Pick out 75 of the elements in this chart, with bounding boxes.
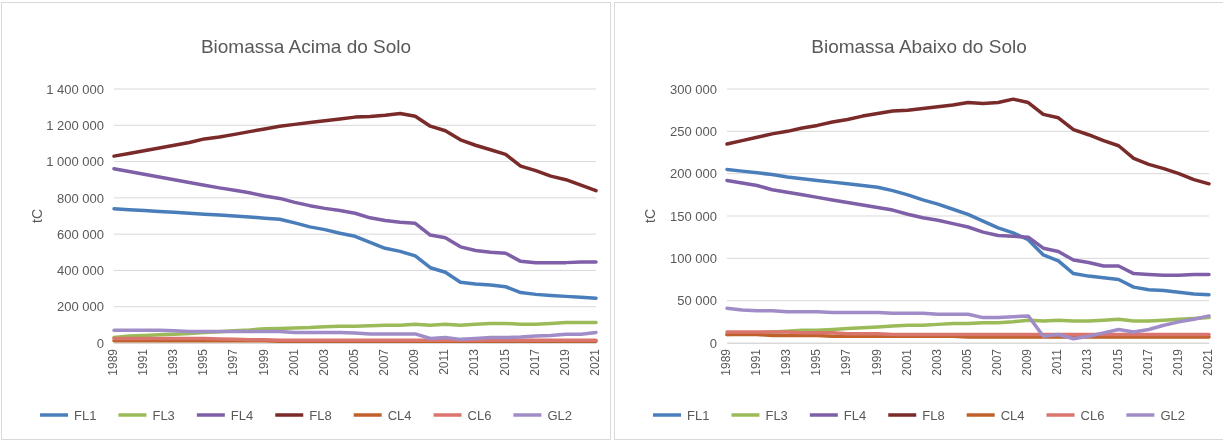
x-tick-label: 2015 bbox=[497, 348, 512, 376]
line-series bbox=[725, 167, 1211, 297]
y-tick-label: 150 000 bbox=[670, 208, 717, 224]
line-series bbox=[112, 167, 598, 265]
y-axis-title: tC bbox=[29, 209, 45, 223]
legend-label: CL6 bbox=[467, 408, 492, 423]
line-series bbox=[725, 97, 1211, 186]
legend-label: FL8 bbox=[922, 408, 945, 423]
x-tick-label: 2001 bbox=[899, 348, 914, 376]
y-tick-label: 400 000 bbox=[57, 263, 104, 279]
x-tick-label: 2013 bbox=[467, 348, 482, 376]
legend-label: FL3 bbox=[152, 408, 175, 423]
x-tick-label: 2001 bbox=[286, 348, 301, 376]
y-tick-label: 250 000 bbox=[670, 123, 717, 139]
y-tick-label: 200 000 bbox=[57, 299, 104, 315]
legend-label: FL4 bbox=[843, 408, 867, 423]
y-tick-label: 1 200 000 bbox=[46, 117, 104, 133]
x-tick-label: 2005 bbox=[346, 348, 361, 376]
y-axis-title: tC bbox=[642, 209, 658, 223]
legend-label: CL4 bbox=[387, 408, 412, 423]
y-tick-label: 0 bbox=[709, 335, 717, 351]
y-tick-label: 50 000 bbox=[677, 293, 717, 309]
x-tick-label: 1991 bbox=[136, 348, 151, 376]
line-series bbox=[112, 328, 598, 342]
legend-label: GL2 bbox=[547, 408, 572, 423]
x-tick-label: 2009 bbox=[407, 348, 422, 376]
x-tick-label: 2007 bbox=[377, 348, 392, 376]
x-tick-label: 2021 bbox=[1200, 348, 1215, 376]
legend-label: CL6 bbox=[1080, 408, 1105, 423]
x-tick-label: 2009 bbox=[1020, 348, 1035, 376]
x-tick-label: 1995 bbox=[196, 348, 211, 376]
x-tick-label: 2011 bbox=[437, 348, 452, 375]
chart-title: Biomassa Abaixo do Solo bbox=[811, 36, 1027, 57]
legend-label: FL1 bbox=[687, 408, 710, 423]
x-tick-label: 2005 bbox=[959, 348, 974, 376]
x-tick-label: 2017 bbox=[527, 348, 542, 376]
y-tick-label: 100 000 bbox=[670, 250, 717, 266]
x-tick-label: 1999 bbox=[869, 348, 884, 376]
x-tick-label: 2017 bbox=[1140, 348, 1155, 376]
x-tick-label: 2013 bbox=[1080, 348, 1095, 376]
x-tick-label: 2011 bbox=[1050, 348, 1065, 375]
legend-label: CL4 bbox=[1000, 408, 1025, 423]
x-tick-label: 1989 bbox=[718, 348, 733, 376]
line-series bbox=[725, 306, 1211, 341]
line-series bbox=[112, 206, 598, 300]
x-tick-label: 2015 bbox=[1110, 348, 1125, 376]
legend-label: FL1 bbox=[74, 408, 97, 423]
x-tick-label: 2007 bbox=[990, 348, 1005, 376]
chart-title: Biomassa Acima do Solo bbox=[200, 36, 412, 57]
legend-label: GL2 bbox=[1160, 408, 1185, 423]
x-tick-label: 1989 bbox=[105, 348, 120, 376]
y-tick-label: 1 000 000 bbox=[46, 154, 104, 170]
line-series bbox=[725, 178, 1211, 278]
line-series bbox=[112, 111, 598, 193]
x-tick-label: 2019 bbox=[557, 348, 572, 376]
x-tick-label: 1993 bbox=[166, 348, 181, 376]
legend-label: FL8 bbox=[309, 408, 332, 423]
x-tick-label: 2003 bbox=[929, 348, 944, 376]
x-tick-label: 1995 bbox=[809, 348, 824, 376]
y-tick-label: 1 400 000 bbox=[46, 81, 104, 97]
y-tick-label: 600 000 bbox=[57, 226, 104, 242]
x-tick-label: 2003 bbox=[316, 348, 331, 376]
x-tick-label: 1999 bbox=[256, 348, 271, 376]
x-tick-label: 2019 bbox=[1170, 348, 1185, 376]
x-tick-label: 1991 bbox=[749, 348, 764, 376]
y-tick-label: 300 000 bbox=[670, 81, 717, 97]
legend-label: FL4 bbox=[230, 408, 254, 423]
y-tick-label: 800 000 bbox=[57, 190, 104, 206]
x-tick-label: 1997 bbox=[226, 348, 241, 376]
y-tick-label: 0 bbox=[96, 335, 104, 351]
y-tick-label: 200 000 bbox=[670, 166, 717, 182]
x-tick-label: 2021 bbox=[587, 348, 602, 376]
x-tick-label: 1993 bbox=[779, 348, 794, 376]
x-tick-label: 1997 bbox=[839, 348, 854, 376]
legend-label: FL3 bbox=[765, 408, 788, 423]
